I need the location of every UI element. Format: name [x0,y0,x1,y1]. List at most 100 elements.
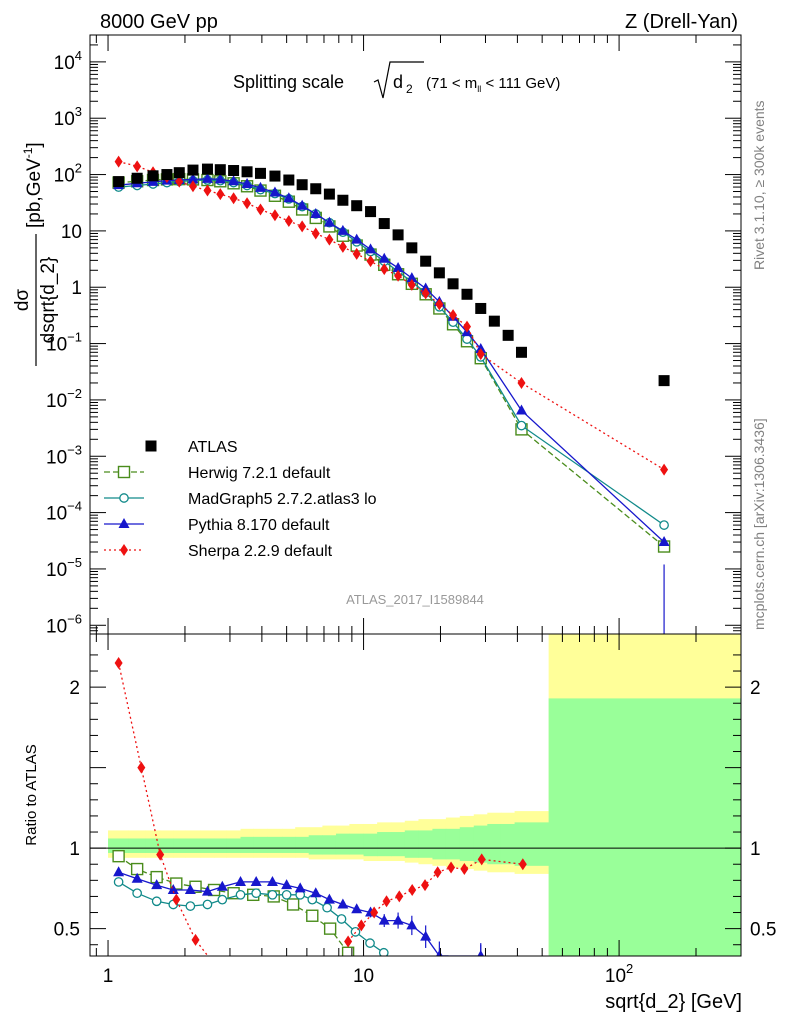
sherpa-main-point [256,203,265,216]
ratio-band-inner [500,823,516,865]
pythia-main-point [392,261,404,272]
sherpa-ratio-point [191,933,200,946]
ratio-band-inner [173,838,186,853]
pythia-main-point [241,177,253,188]
ratio-band-inner [432,828,447,860]
sherpa-main-point [366,255,375,268]
plot-title-range-sub: ll [477,84,481,94]
legend-atlas-label: ATLAS [188,439,238,456]
sherpa-ratio-point [230,979,238,991]
y-tick-mantissa: 10 [46,335,67,356]
ratio-band-inner [459,827,475,862]
legend-pythia-marker [118,518,130,528]
pythia-main-point [365,243,377,254]
ratio-band-inner [404,830,419,858]
ratio-band-inner [349,833,365,855]
sherpa-main-line [118,160,665,471]
ratio-band-inner [200,838,215,853]
ratio-band-inner [145,838,161,853]
ratio-band-inner [322,835,337,855]
y-tick-exponent: −5 [67,555,82,570]
atlas-data-point [214,164,226,176]
madgraph5-main-point [516,420,527,431]
sherpa-ratio-point [210,958,218,970]
atlas-data-point [406,242,418,254]
sherpa-main-point [216,188,225,201]
atlas-data-point [201,163,213,175]
ratio-y-tick-label-right: 0.5 [750,920,776,941]
sherpa-ratio-point [477,853,486,866]
pythia-ratio-point [281,879,293,890]
atlas-data-point [420,255,432,267]
pythia-main-point [351,233,363,244]
x-tick-exponent: 2 [626,961,633,976]
y-tick-label: 10−2 [46,386,82,412]
sherpa-main-point [229,192,238,205]
pythia-ratio-point [406,919,418,930]
y-tick-mantissa: 10 [54,109,75,130]
legend-atlas-marker [145,440,157,452]
atlas-data-point [283,174,295,186]
madgraph5-ratio-point [336,914,347,924]
ylabel-numerator: dσ [12,289,33,312]
ratio-y-tick-label-left: 1 [69,839,80,860]
madgraph5-ratio-point [322,902,332,913]
sherpa-main-point [338,240,347,253]
x-tick-label: 10 [353,966,374,987]
atlas-data-point [475,302,487,314]
pythia-ratio-point [167,883,179,894]
pythia-ratio-point [323,893,335,904]
rivet-label: Rivet 3.1.10, ≥ 300k events [751,100,767,270]
svg-text:Splitting scale: Splitting scale [233,72,344,92]
sherpa-main-point [325,233,334,246]
y-tick-label: 1 [71,278,82,299]
ratio-band-inner [214,838,227,853]
ratio-band-inner [184,838,201,853]
main-x-ticks [95,35,742,634]
pythia-ratio-point [310,887,322,898]
legend-herwig-label: Herwig 7.2.1 default [188,465,331,482]
herwig-ratio-point [323,922,337,935]
pythia-ratio-point [131,872,143,883]
legend-madgraph5-marker [119,493,129,503]
pythia-main-point [658,536,670,547]
ratio-band-inner [473,825,488,863]
svg-text:[pb,GeV-1]: [pb,GeV-1] [21,142,45,228]
pythia-main-point [406,272,418,283]
atlas-data-point [488,315,500,327]
y-tick-exponent: −1 [67,330,82,345]
atlas-data-point [323,188,335,200]
sherpa-main-point [421,287,430,300]
mcplots-label: mcplots.cern.ch [arXiv:1306.3436] [751,418,767,630]
y-tick-label: 103 [54,104,82,130]
sherpa-main-point [284,214,293,227]
sqrt-sign-icon [373,61,424,99]
madgraph5-ratio-point [281,889,292,900]
ylabel-denominator: dsqrt{d_2} [38,257,59,344]
legend-herwig-marker [117,465,131,479]
pythia-main-point [337,224,349,235]
ratio-band-inner [160,838,174,853]
ratio-plot-area [90,634,741,991]
main-y-label: dσ dsqrt{d_2} [pb,GeV-1] [12,142,59,366]
madgraph5-ratio-point [267,889,278,900]
atlas-data-point [378,218,390,230]
legend-pythia-label: Pythia 8.170 default [188,517,330,534]
sherpa-main-point [114,155,123,168]
ratio-y-tick-label-right: 1 [750,839,761,860]
ratio-y-tick-label-right: 2 [750,678,761,699]
analysis-watermark: ATLAS_2017_I1589844 [346,592,484,607]
pythia-ratio-point [184,883,196,894]
pythia-main-point [187,173,199,184]
x-axis-label: sqrt{d_2} [GeV] [605,991,742,1013]
atlas-data-point [310,183,322,195]
sherpa-ratio-point [172,893,181,906]
y-tick-exponent: −2 [67,386,82,401]
madgraph5-ratio-point [365,938,375,948]
plot-title: Splitting scale d 2 (71 < mll < 111 GeV) [233,61,560,99]
pythia-ratio-point [266,875,278,886]
sherpa-ratio-point [114,656,123,669]
